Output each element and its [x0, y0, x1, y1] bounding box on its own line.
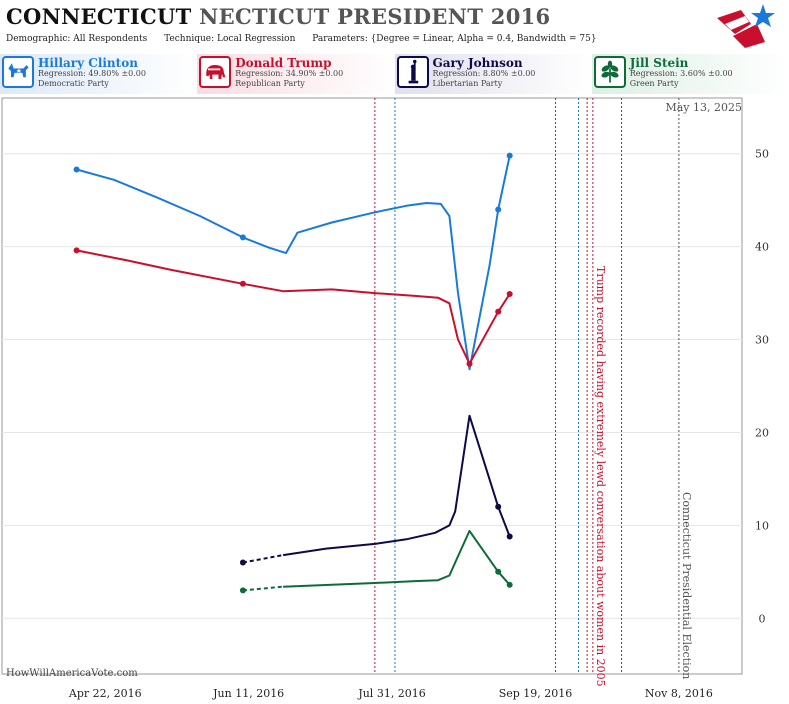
candidate-regression: Regression: 34.90% ±0.00: [235, 69, 344, 78]
candidate-card-trump: Donald Trump Regression: 34.90% ±0.00 Re…: [197, 54, 395, 94]
poll-chart: 0 10 20 30 40 50 Apr 22, 2016 Jun 11, 2016 Jul 3…: [1, 97, 769, 700]
data-point: [239, 559, 246, 566]
data-point: [495, 503, 502, 510]
candidate-name: Jill Stein: [629, 56, 689, 70]
data-point: [466, 360, 473, 367]
x-tick-label: Jul 31, 2016: [357, 687, 426, 700]
candidate-name: Hillary Clinton: [38, 56, 138, 70]
date-stamp: May 13, 2025: [665, 101, 742, 114]
candidate-party: Libertarian Party: [432, 79, 503, 88]
data-point: [506, 291, 513, 298]
title-race: NECTICUT PRESIDENT 2016: [199, 4, 551, 29]
site-logo: [711, 2, 777, 52]
parameters-label: Parameters: {Degree = Linear, Alpha = 0.…: [312, 34, 597, 44]
series-line: [282, 414, 511, 557]
data-point: [495, 568, 502, 575]
candidate-name: Donald Trump: [235, 56, 332, 70]
page-title: CONNECTICUT NECTICUT PRESIDENT 2016: [6, 4, 550, 29]
data-point: [239, 280, 246, 287]
candidate-card-johnson: Gary Johnson Regression: 8.80% ±0.00 Lib…: [394, 54, 592, 94]
data-point: [73, 247, 80, 254]
candidate-party: Republican Party: [235, 79, 305, 88]
candidate-legend: Hillary Clinton Regression: 49.80% ±0.00…: [0, 54, 789, 94]
x-tick-label: Nov 8, 2016: [645, 687, 713, 700]
data-point: [495, 308, 502, 315]
title-state: CONNECTICUT: [6, 4, 192, 29]
site-watermark: HowWillAmericaVote.com: [6, 668, 138, 679]
y-tick-label: 40: [755, 241, 769, 254]
candidate-party: Green Party: [629, 79, 679, 88]
event-annotation: Connecticut Presidential Election: [680, 492, 693, 679]
y-tick-label: 20: [755, 426, 769, 439]
candidate-card-clinton: Hillary Clinton Regression: 49.80% ±0.00…: [0, 54, 198, 94]
demographic-label: Demographic: All Respondents: [6, 34, 148, 44]
x-tick-label: Jun 11, 2016: [212, 687, 284, 700]
data-point: [506, 533, 513, 540]
event-annotation: Trump recorded having extremely lewd con…: [594, 266, 607, 687]
y-tick-label: 50: [755, 148, 769, 161]
candidate-party: Democratic Party: [38, 79, 109, 88]
data-point: [73, 166, 80, 173]
series-dashed-segment: [242, 554, 284, 564]
series-dashed-segment: [242, 585, 284, 592]
liberty-statue-icon: [396, 56, 429, 88]
series-line: [283, 529, 511, 588]
technique-label: Technique: Local Regression: [164, 34, 296, 44]
candidate-name: Gary Johnson: [432, 56, 523, 70]
data-point: [239, 234, 246, 241]
data-point: [506, 152, 513, 159]
star-logo-icon: [717, 4, 775, 48]
y-tick-label: 0: [759, 612, 766, 625]
y-tick-label: 10: [755, 519, 769, 532]
leaf-icon: [593, 56, 626, 88]
parameters-line: Demographic: All Respondents Technique: …: [6, 34, 611, 44]
data-point: [495, 206, 502, 213]
candidate-regression: Regression: 49.80% ±0.00: [38, 69, 146, 78]
series-line: [76, 155, 511, 371]
y-tick-label: 30: [755, 334, 769, 347]
series-line: [76, 249, 511, 365]
x-tick-label: Sep 19, 2016: [499, 687, 573, 700]
candidate-card-stein: Jill Stein Regression: 3.60% ±0.00 Green…: [591, 54, 789, 94]
donkey-icon: [2, 56, 34, 88]
candidate-regression: Regression: 3.60% ±0.00: [629, 69, 733, 78]
data-point: [506, 581, 513, 588]
candidate-regression: Regression: 8.80% ±0.00: [432, 69, 536, 78]
plot-frame: [1, 97, 743, 675]
x-tick-label: Apr 22, 2016: [68, 687, 142, 700]
elephant-icon: [199, 56, 232, 88]
data-point: [239, 587, 246, 594]
